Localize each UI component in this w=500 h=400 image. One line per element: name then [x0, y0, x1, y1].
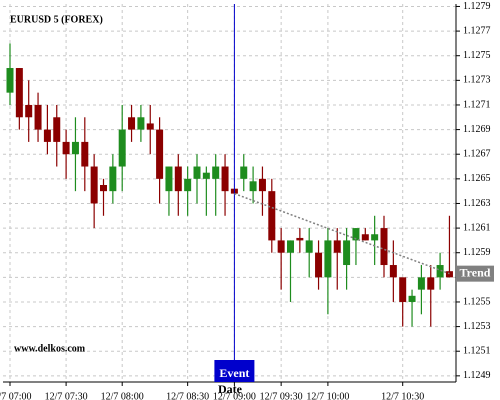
trend-label: Trend: [460, 265, 491, 279]
x-tick-label: 12/7 09:30: [260, 391, 303, 400]
candle-body: [249, 181, 257, 192]
candle-body: [417, 277, 425, 290]
y-tick-label: 1.1265: [463, 173, 491, 184]
candle-body: [399, 277, 407, 302]
y-tick-label: 1.1251: [463, 346, 491, 357]
candle-body: [361, 234, 369, 241]
candle-body: [128, 117, 136, 130]
candle-body: [277, 240, 285, 253]
candle-body: [81, 141, 89, 167]
x-tick-label: 12/7 08:30: [166, 391, 209, 400]
candle-body: [25, 104, 33, 118]
trend-box: [456, 265, 494, 282]
candle-body: [100, 184, 107, 192]
candle-body: [15, 68, 23, 118]
x-axis-title: Date: [218, 382, 243, 396]
y-tick-label: 1.1255: [463, 296, 491, 307]
candle-body: [240, 166, 248, 179]
candle-body: [137, 117, 145, 130]
candle-body: [427, 277, 435, 290]
y-tick-label: 1.1259: [463, 247, 491, 258]
candle-body: [333, 240, 341, 253]
candle-body: [193, 166, 201, 179]
y-tick-label: 1.1279: [463, 1, 491, 12]
candle-body: [343, 240, 351, 266]
candle-body: [62, 141, 70, 155]
candle-body: [156, 129, 164, 179]
candle-body: [202, 172, 210, 179]
y-tick-label: 1.1277: [463, 25, 491, 36]
candle-body: [305, 240, 313, 253]
chart-title: EURUSD 5 (FOREX): [10, 14, 103, 25]
x-tick-label: 12/7 10:00: [306, 391, 349, 400]
candle-body: [258, 178, 266, 192]
y-tick-label: 1.1249: [463, 370, 491, 381]
event-label: Event: [219, 366, 249, 380]
y-tick-label: 1.1269: [463, 124, 491, 135]
candle-body: [324, 240, 332, 278]
y-tick-label: 1.1275: [463, 50, 491, 61]
candle-body: [34, 104, 42, 130]
candle-body: [371, 234, 379, 241]
event-box: [214, 360, 255, 382]
candle-body: [389, 265, 397, 278]
x-tick-label: 12/7 08:00: [101, 391, 144, 400]
candle-body: [118, 129, 126, 167]
candle-body: [408, 295, 416, 302]
candle-body: [352, 228, 360, 241]
candle-body: [71, 141, 79, 155]
candle-body: [445, 271, 453, 278]
candle-body: [184, 178, 192, 192]
candle-body: [165, 166, 173, 192]
candle-body: [174, 166, 182, 192]
y-tick-label: 1.1261: [463, 222, 491, 233]
x-tick-label: 12/7 10:30: [381, 391, 424, 400]
candle-body: [287, 240, 294, 253]
candle-body: [109, 166, 117, 192]
watermark: www.delkos.com: [14, 343, 86, 354]
x-tick-label: 12/7 07:30: [45, 391, 88, 400]
candle-body: [90, 166, 98, 204]
candle-body: [315, 252, 323, 278]
candle-body: [53, 117, 61, 142]
candle-body: [212, 166, 220, 179]
candle-body: [380, 228, 388, 266]
candle-body: [221, 166, 229, 192]
y-tick-label: 1.1263: [463, 198, 491, 209]
candle-body: [6, 68, 14, 93]
y-tick-label: 1.1271: [463, 99, 491, 110]
candle-body: [296, 237, 304, 241]
y-tick-label: 1.1253: [463, 321, 491, 332]
candle-body: [268, 191, 276, 241]
candle-body: [436, 265, 444, 278]
y-tick-label: 1.1267: [463, 149, 491, 160]
plot-area: [3, 4, 456, 382]
candle-body: [43, 129, 51, 142]
x-tick-label: 12/7 09:00: [213, 391, 256, 400]
y-tick-label: 1.1273: [463, 75, 491, 86]
candle-body: [146, 123, 154, 130]
x-tick-label: 12/7 07:00: [0, 391, 32, 400]
